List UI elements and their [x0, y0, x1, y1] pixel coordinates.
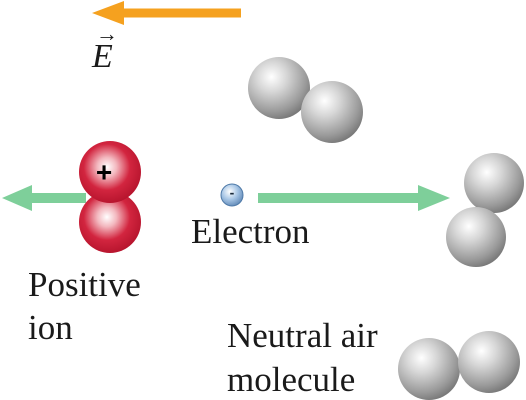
ion-arrow-shaft: [28, 193, 86, 203]
ion-force-arrow-icon: [2, 185, 86, 211]
field-symbol: E: [92, 38, 113, 75]
neutral-molecule-icon: [398, 331, 520, 400]
ion-atom-lower: [79, 191, 141, 253]
electron-charge-sign: -: [230, 185, 235, 201]
molecule-2-atom-a: [464, 153, 524, 213]
electron-label: Electron: [191, 212, 310, 251]
ion-charge-sign: +: [96, 156, 112, 187]
molecule-3-atom-b: [458, 331, 520, 393]
molecule-1-atom-a: [248, 57, 310, 119]
ion-arrow-head: [2, 185, 32, 211]
field-arrow-icon: [92, 1, 241, 25]
electron-arrow-shaft: [258, 193, 422, 203]
vector-mark: →: [96, 21, 118, 46]
molecule-3-atom-a: [398, 338, 460, 400]
positive-ion-label-line1: Positive: [28, 265, 141, 304]
electron-icon: -: [220, 183, 244, 207]
field-label: → E: [92, 23, 118, 75]
ion-atom-upper: [79, 141, 141, 203]
molecule-2-atom-b: [446, 207, 506, 267]
electron-sphere: [220, 183, 244, 207]
electron-velocity-arrow-icon: [258, 185, 450, 211]
neutral-molecule-label-line2: molecule: [227, 360, 356, 399]
positive-ion-icon: +: [79, 141, 141, 253]
electron-arrow-head: [418, 185, 450, 211]
positive-ion-label-line2: ion: [28, 308, 73, 347]
neutral-molecule-icon: [446, 153, 524, 267]
neutral-molecule-label-line1: Neutral air: [227, 316, 378, 355]
field-arrow-head: [92, 1, 124, 25]
neutral-molecule-icon: [248, 57, 363, 143]
field-arrow-shaft: [118, 8, 241, 18]
molecule-1-atom-b: [301, 81, 363, 143]
